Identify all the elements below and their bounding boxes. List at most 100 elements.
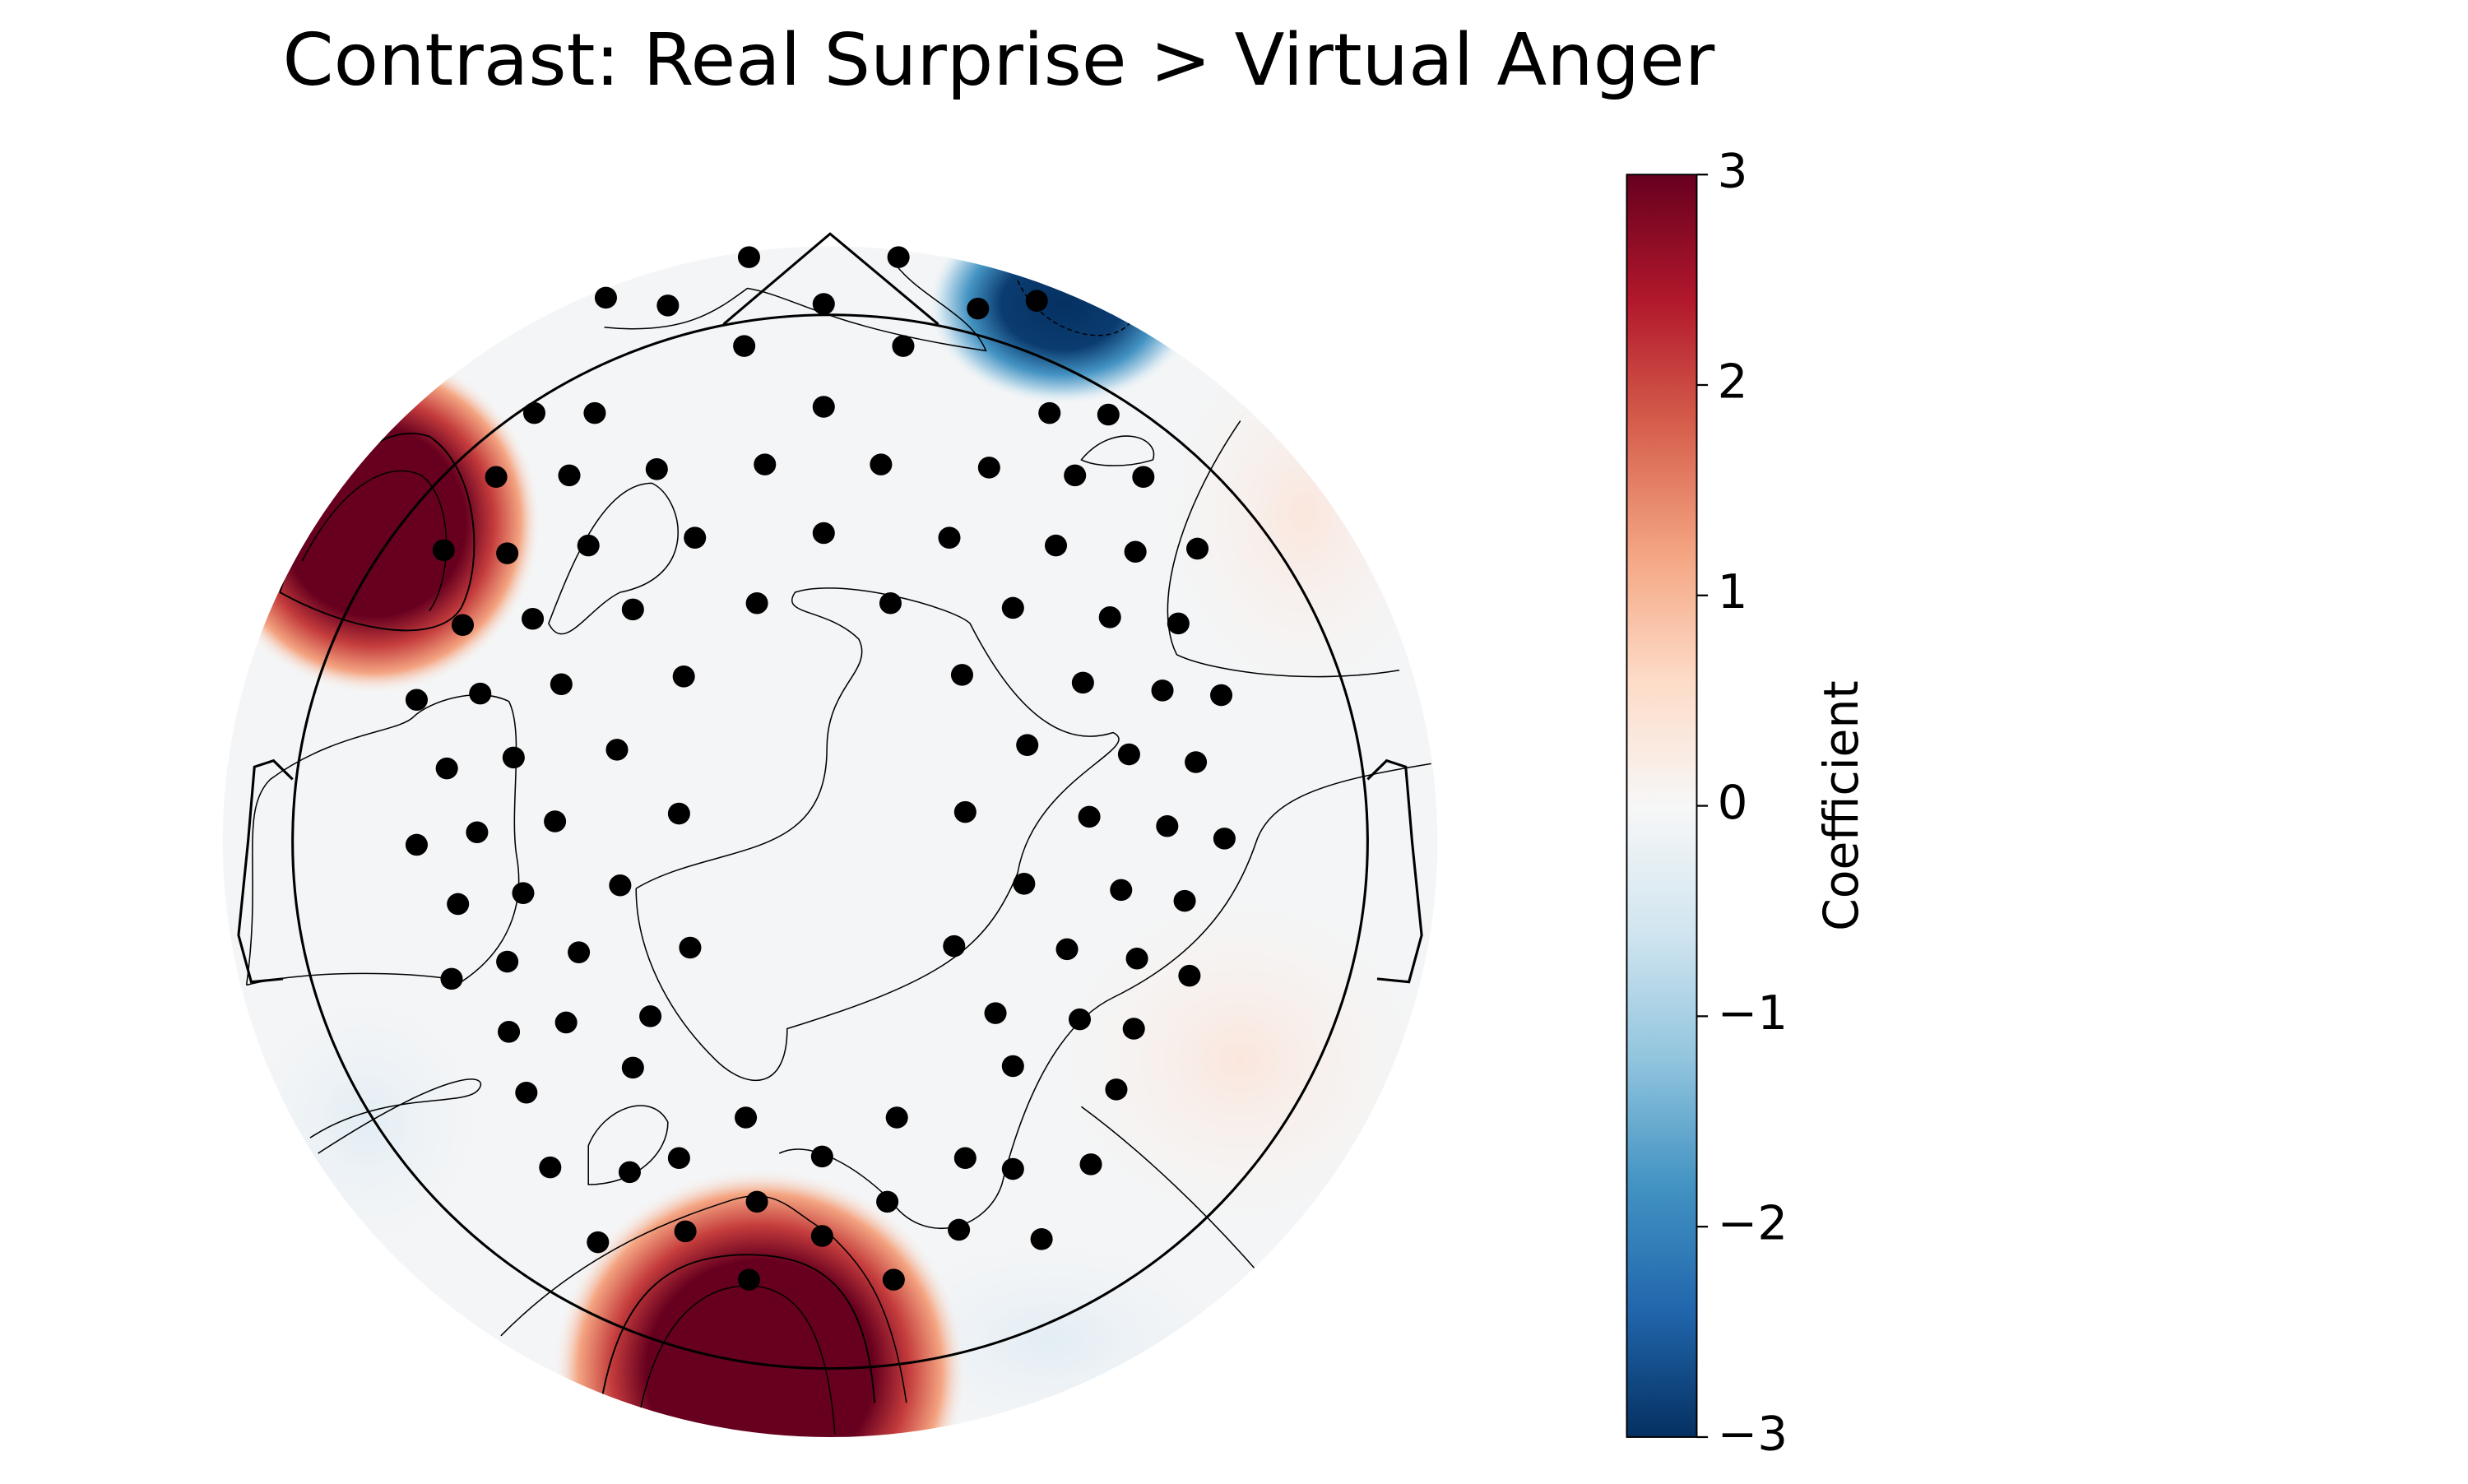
sensor <box>1001 1157 1024 1180</box>
sensor <box>621 1056 644 1079</box>
head-outline <box>291 313 1369 1370</box>
sensor <box>1078 805 1101 828</box>
sensor <box>502 746 525 769</box>
sensor <box>1071 671 1094 694</box>
sensor <box>667 802 690 825</box>
sensor <box>618 1161 641 1184</box>
sensor <box>984 1002 1007 1024</box>
sensor <box>1038 401 1061 424</box>
sensor <box>737 1268 760 1291</box>
sensor <box>737 246 760 268</box>
colorbar-tick-label: 0 <box>1718 776 1748 830</box>
sensor <box>550 673 573 696</box>
sensor <box>440 967 463 990</box>
sensor <box>879 592 902 614</box>
sensor <box>735 1106 758 1129</box>
sensor <box>892 335 915 357</box>
sensor <box>568 941 591 963</box>
sensor <box>977 457 1000 479</box>
sensor <box>1025 290 1048 312</box>
sensor <box>1122 1018 1145 1040</box>
nose <box>722 232 939 326</box>
sensor <box>1098 606 1121 628</box>
sensor <box>594 286 617 309</box>
sensor <box>405 833 428 856</box>
sensor <box>1173 889 1196 912</box>
sensor <box>1097 403 1120 426</box>
sensor <box>1105 1078 1128 1101</box>
sensor <box>679 936 702 959</box>
sensor <box>605 739 629 761</box>
sensor <box>943 934 966 958</box>
sensor <box>435 757 458 780</box>
sensor <box>1178 964 1201 987</box>
sensor <box>1110 879 1133 902</box>
sensor <box>812 396 835 418</box>
sensor <box>1151 679 1174 702</box>
sensors <box>405 246 1236 1291</box>
sensor <box>948 1218 971 1241</box>
sensor <box>810 1225 833 1247</box>
sensor <box>498 1021 521 1043</box>
sensor <box>1064 464 1087 487</box>
colorbar-tick-label: −1 <box>1718 985 1788 1040</box>
sensor <box>1213 828 1236 850</box>
sensor <box>1044 534 1068 557</box>
sensor <box>938 526 961 549</box>
sensor <box>1016 734 1039 756</box>
colorbar-tick-label: 3 <box>1718 144 1748 198</box>
sensor <box>967 297 990 320</box>
sensor <box>1167 612 1190 635</box>
sensor <box>544 810 567 832</box>
chart-title: Contrast: Real Surprise > Virtual Anger <box>283 18 1716 102</box>
sensor <box>674 1220 697 1243</box>
colorbar-tick-label: 2 <box>1718 355 1748 409</box>
colorbar-tick-label: 1 <box>1718 565 1748 619</box>
sensor <box>1001 596 1024 619</box>
sensor <box>1185 751 1208 773</box>
sensor <box>1055 938 1079 961</box>
sensor <box>466 821 489 844</box>
sensor <box>1013 873 1036 895</box>
colorbar <box>1626 174 1698 1438</box>
sensor <box>496 542 519 564</box>
sensor <box>870 453 893 475</box>
sensor <box>1001 1055 1024 1078</box>
sensor <box>587 1231 610 1254</box>
sensor <box>733 335 756 357</box>
sensor <box>812 522 835 545</box>
sensor <box>447 893 470 916</box>
topography <box>222 246 1438 1437</box>
sensor <box>745 592 768 614</box>
sensor <box>745 1190 768 1213</box>
sensor <box>1125 948 1148 970</box>
sensor <box>469 682 492 705</box>
sensor <box>512 882 535 904</box>
sensor <box>432 539 455 562</box>
colorbar-tick-label: −2 <box>1718 1196 1788 1250</box>
sensor <box>684 526 707 549</box>
sensor <box>405 689 428 711</box>
sensor <box>1156 814 1179 837</box>
colorbar-label: Coefficient <box>1814 680 1870 931</box>
sensor <box>1079 1153 1102 1176</box>
sensor <box>882 1268 905 1291</box>
right-ear <box>1366 758 1423 984</box>
sensor <box>522 401 546 424</box>
sensor <box>621 598 644 621</box>
sensor <box>672 665 695 688</box>
sensor <box>950 664 973 686</box>
sensor <box>558 464 581 487</box>
sensor <box>876 1190 899 1213</box>
sensor <box>1210 684 1233 707</box>
sensor <box>887 246 910 268</box>
sensor <box>1124 540 1147 563</box>
sensor <box>485 466 508 489</box>
sensor <box>496 950 519 973</box>
sensor <box>812 293 835 315</box>
sensor <box>1117 743 1140 766</box>
sensor <box>754 453 777 475</box>
sensor <box>1132 466 1155 489</box>
sensor <box>667 1147 690 1170</box>
